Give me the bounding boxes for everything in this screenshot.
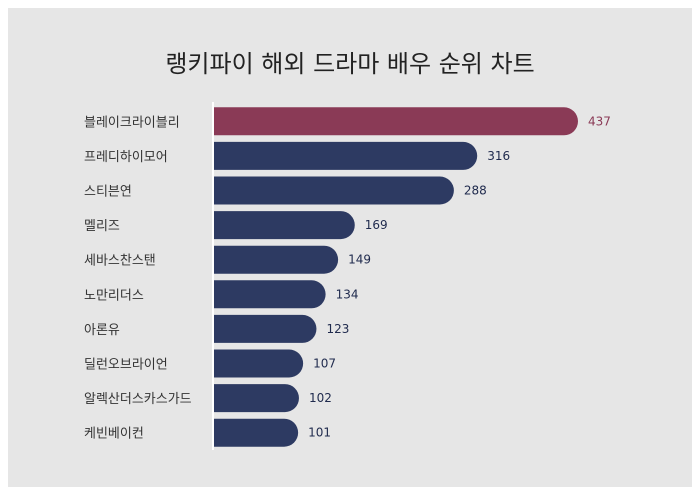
bar-8 [214,384,299,413]
category-label: 스티븐연 [84,185,132,200]
bar-1 [214,141,478,170]
value-label: 101 [308,426,331,440]
category-label: 케빈베이컨 [84,427,144,442]
category-label: 딜런오브라이언 [84,358,168,373]
value-label: 107 [313,357,336,371]
category-label: 세바스찬스탠 [84,254,156,269]
bar-9 [214,418,299,447]
bar-4 [214,245,339,274]
value-label: 102 [309,391,332,405]
category-label: 프레디하이모어 [84,150,168,165]
bar-7 [214,349,304,378]
category-label: 노만리더스 [84,288,144,303]
bar-0 [214,107,579,136]
bar-5 [214,280,326,309]
value-label: 149 [348,253,371,267]
value-label: 123 [326,322,349,336]
bar-3 [214,211,355,240]
bar-6 [214,314,317,343]
chart-title: 랭키파이 해외 드라마 배우 순위 차트 [165,50,535,78]
value-label: 288 [464,184,487,198]
value-label: 316 [487,149,510,163]
value-label: 134 [336,287,359,301]
category-label: 멜리즈 [84,219,120,234]
bar-2 [214,176,454,205]
category-label: 아론유 [84,323,120,338]
category-label: 알렉산더스카스가드 [84,392,192,407]
value-label: 169 [365,218,388,232]
value-label: 437 [588,114,611,128]
chart-card [8,8,692,487]
category-label: 블레이크라이블리 [84,115,180,130]
